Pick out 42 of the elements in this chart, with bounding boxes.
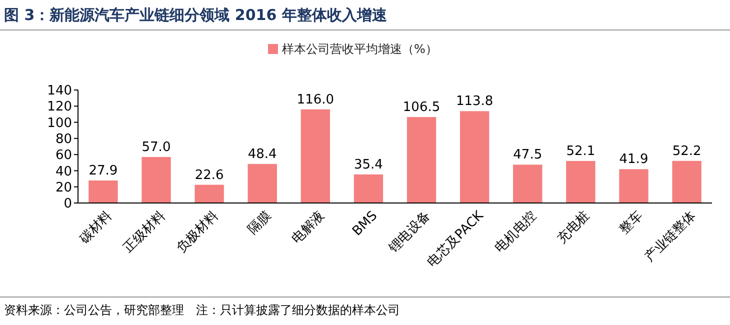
bar <box>88 180 118 203</box>
x-tick-label: 电解液 <box>289 208 328 247</box>
bar <box>406 117 436 203</box>
text: 52.2 <box>672 144 702 159</box>
text: 116.0 <box>296 92 334 108</box>
y-tick-label: 0 <box>64 196 72 212</box>
x-tick-label: 负极材料 <box>174 208 222 256</box>
y-tick-label: 80 <box>55 132 72 147</box>
x-tick-label: 电机电控 <box>492 208 540 256</box>
bar <box>354 174 384 203</box>
bar <box>460 111 490 203</box>
text: 27.9 <box>88 163 118 178</box>
chart-title: 图 3：新能源汽车产业链细分领域 2016 年整体收入增速 <box>4 6 388 24</box>
y-tick-label: 120 <box>47 100 72 115</box>
bar <box>194 184 224 203</box>
x-tick-label: 碳材料 <box>76 208 116 248</box>
x-tick-label: 隔膜 <box>245 208 274 238</box>
text: 106.5 <box>402 100 440 116</box>
bar <box>248 164 277 203</box>
bar <box>300 109 330 203</box>
x-tick-label: 正级材料 <box>120 208 168 256</box>
bar <box>619 169 648 203</box>
text: 47.5 <box>513 148 542 163</box>
text: 52.1 <box>566 144 596 159</box>
y-tick-label: 40 <box>55 164 72 180</box>
bar <box>142 156 171 203</box>
text: 41.9 <box>619 152 648 168</box>
text: 113.8 <box>456 94 494 110</box>
bar <box>672 160 702 203</box>
text: 48.4 <box>248 146 277 162</box>
text: 35.4 <box>354 157 383 172</box>
x-tick-label: 充电桩 <box>554 208 593 247</box>
y-tick-label: 60 <box>55 148 72 164</box>
bar <box>566 160 596 203</box>
text: 22.6 <box>194 168 224 183</box>
text: 资料来源：公司公告，研究部整理 注：只计算披露了细分数据的样本公司 <box>4 303 400 317</box>
legend-label: 样本公司营收平均增速（%） <box>282 42 438 56</box>
y-tick-label: 20 <box>55 180 72 196</box>
y-tick-label: 140 <box>47 84 72 99</box>
y-tick-label: 100 <box>47 116 72 131</box>
bar <box>513 164 542 203</box>
text: 57.0 <box>142 140 171 155</box>
